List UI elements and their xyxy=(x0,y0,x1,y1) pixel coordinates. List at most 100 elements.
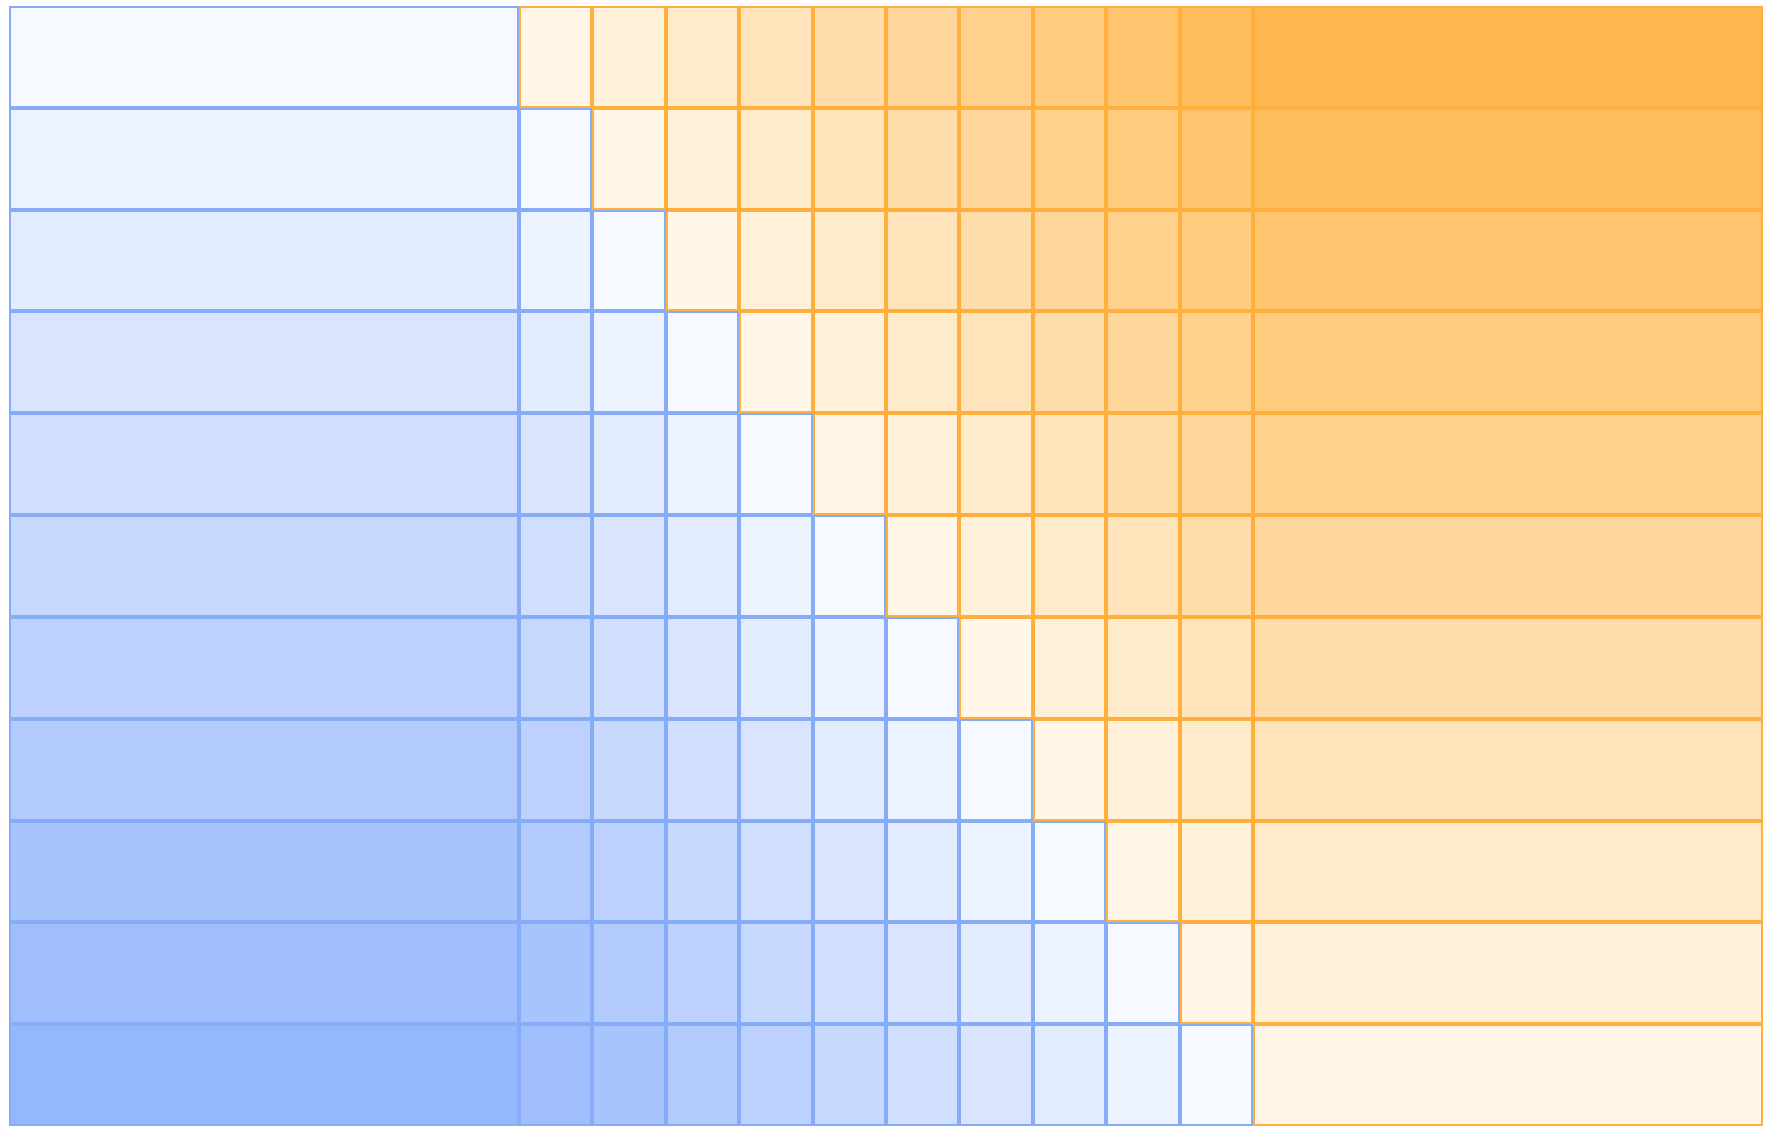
blue-cell xyxy=(885,1024,960,1126)
orange-cell xyxy=(739,311,813,414)
blue-cell xyxy=(519,209,593,312)
blue-cell xyxy=(519,922,593,1025)
blue-cell xyxy=(812,515,886,617)
blue-cell xyxy=(885,820,960,923)
orange-cell xyxy=(959,311,1033,414)
blue-cell xyxy=(739,616,813,719)
blue-cell xyxy=(592,413,666,516)
blue-cell xyxy=(9,515,519,617)
orange-cell xyxy=(1252,6,1763,108)
orange-cell xyxy=(592,107,666,210)
orange-cell xyxy=(812,6,886,108)
orange-cell xyxy=(1032,515,1107,617)
orange-cell xyxy=(1106,209,1180,312)
blue-cell xyxy=(9,6,519,108)
blue-cell xyxy=(592,616,666,719)
orange-cell xyxy=(1106,515,1180,617)
blue-cell xyxy=(739,718,813,821)
orange-cell xyxy=(1032,107,1107,210)
orange-cell xyxy=(885,311,960,414)
blue-cell xyxy=(1179,1024,1253,1126)
blue-cell xyxy=(519,107,593,210)
orange-cell xyxy=(1032,413,1107,516)
blue-cell xyxy=(1032,820,1107,923)
blue-cell xyxy=(9,922,519,1025)
orange-cell xyxy=(1032,718,1107,821)
orange-cell xyxy=(885,6,960,108)
blue-cell xyxy=(739,413,813,516)
blue-cell xyxy=(519,616,593,719)
orange-cell xyxy=(739,6,813,108)
orange-cell xyxy=(665,6,740,108)
orange-cell xyxy=(885,107,960,210)
blue-cell xyxy=(592,209,666,312)
orange-cell xyxy=(1106,616,1180,719)
orange-cell xyxy=(519,6,593,108)
blue-cell xyxy=(665,515,740,617)
blue-cell xyxy=(592,1024,666,1126)
orange-cell xyxy=(665,209,740,312)
orange-cell xyxy=(959,209,1033,312)
blue-cell xyxy=(519,515,593,617)
blue-cell xyxy=(519,413,593,516)
orange-cell xyxy=(1252,107,1763,210)
blue-cell xyxy=(9,209,519,312)
blue-cell xyxy=(9,311,519,414)
blue-cell xyxy=(959,718,1033,821)
blue-cell xyxy=(592,718,666,821)
orange-cell xyxy=(959,413,1033,516)
blue-cell xyxy=(519,820,593,923)
blue-cell xyxy=(9,616,519,719)
blue-cell xyxy=(812,616,886,719)
orange-cell xyxy=(739,107,813,210)
orange-cell xyxy=(1252,515,1763,617)
orange-cell xyxy=(885,515,960,617)
orange-cell xyxy=(1179,718,1253,821)
blue-cell xyxy=(1106,922,1180,1025)
orange-cell xyxy=(1179,820,1253,923)
blue-cell xyxy=(9,718,519,821)
orange-cell xyxy=(1179,515,1253,617)
blue-cell xyxy=(665,820,740,923)
blue-cell xyxy=(665,718,740,821)
orange-cell xyxy=(1252,1024,1763,1126)
orange-cell xyxy=(1252,718,1763,821)
blue-cell xyxy=(739,1024,813,1126)
blue-cell xyxy=(1106,1024,1180,1126)
orange-cell xyxy=(1106,107,1180,210)
blue-cell xyxy=(592,820,666,923)
orange-cell xyxy=(665,107,740,210)
blue-cell xyxy=(739,922,813,1025)
orange-cell xyxy=(1106,413,1180,516)
blue-cell xyxy=(519,718,593,821)
orange-cell xyxy=(1106,820,1180,923)
blue-cell xyxy=(812,718,886,821)
blue-cell xyxy=(665,311,740,414)
orange-cell xyxy=(1032,209,1107,312)
staircase-color-grid xyxy=(9,6,1763,1126)
orange-cell xyxy=(592,6,666,108)
blue-cell xyxy=(812,820,886,923)
orange-cell xyxy=(1032,6,1107,108)
blue-cell xyxy=(519,311,593,414)
orange-cell xyxy=(959,616,1033,719)
orange-cell xyxy=(1252,820,1763,923)
blue-cell xyxy=(739,820,813,923)
orange-cell xyxy=(812,311,886,414)
blue-cell xyxy=(1032,922,1107,1025)
blue-cell xyxy=(592,515,666,617)
orange-cell xyxy=(1179,6,1253,108)
orange-cell xyxy=(1179,616,1253,719)
blue-cell xyxy=(812,922,886,1025)
blue-cell xyxy=(665,616,740,719)
blue-cell xyxy=(9,413,519,516)
blue-cell xyxy=(739,515,813,617)
blue-cell xyxy=(592,311,666,414)
blue-cell xyxy=(665,922,740,1025)
blue-cell xyxy=(885,922,960,1025)
orange-cell xyxy=(1252,922,1763,1025)
orange-cell xyxy=(1179,311,1253,414)
orange-cell xyxy=(812,107,886,210)
blue-cell xyxy=(885,718,960,821)
blue-cell xyxy=(1032,1024,1107,1126)
